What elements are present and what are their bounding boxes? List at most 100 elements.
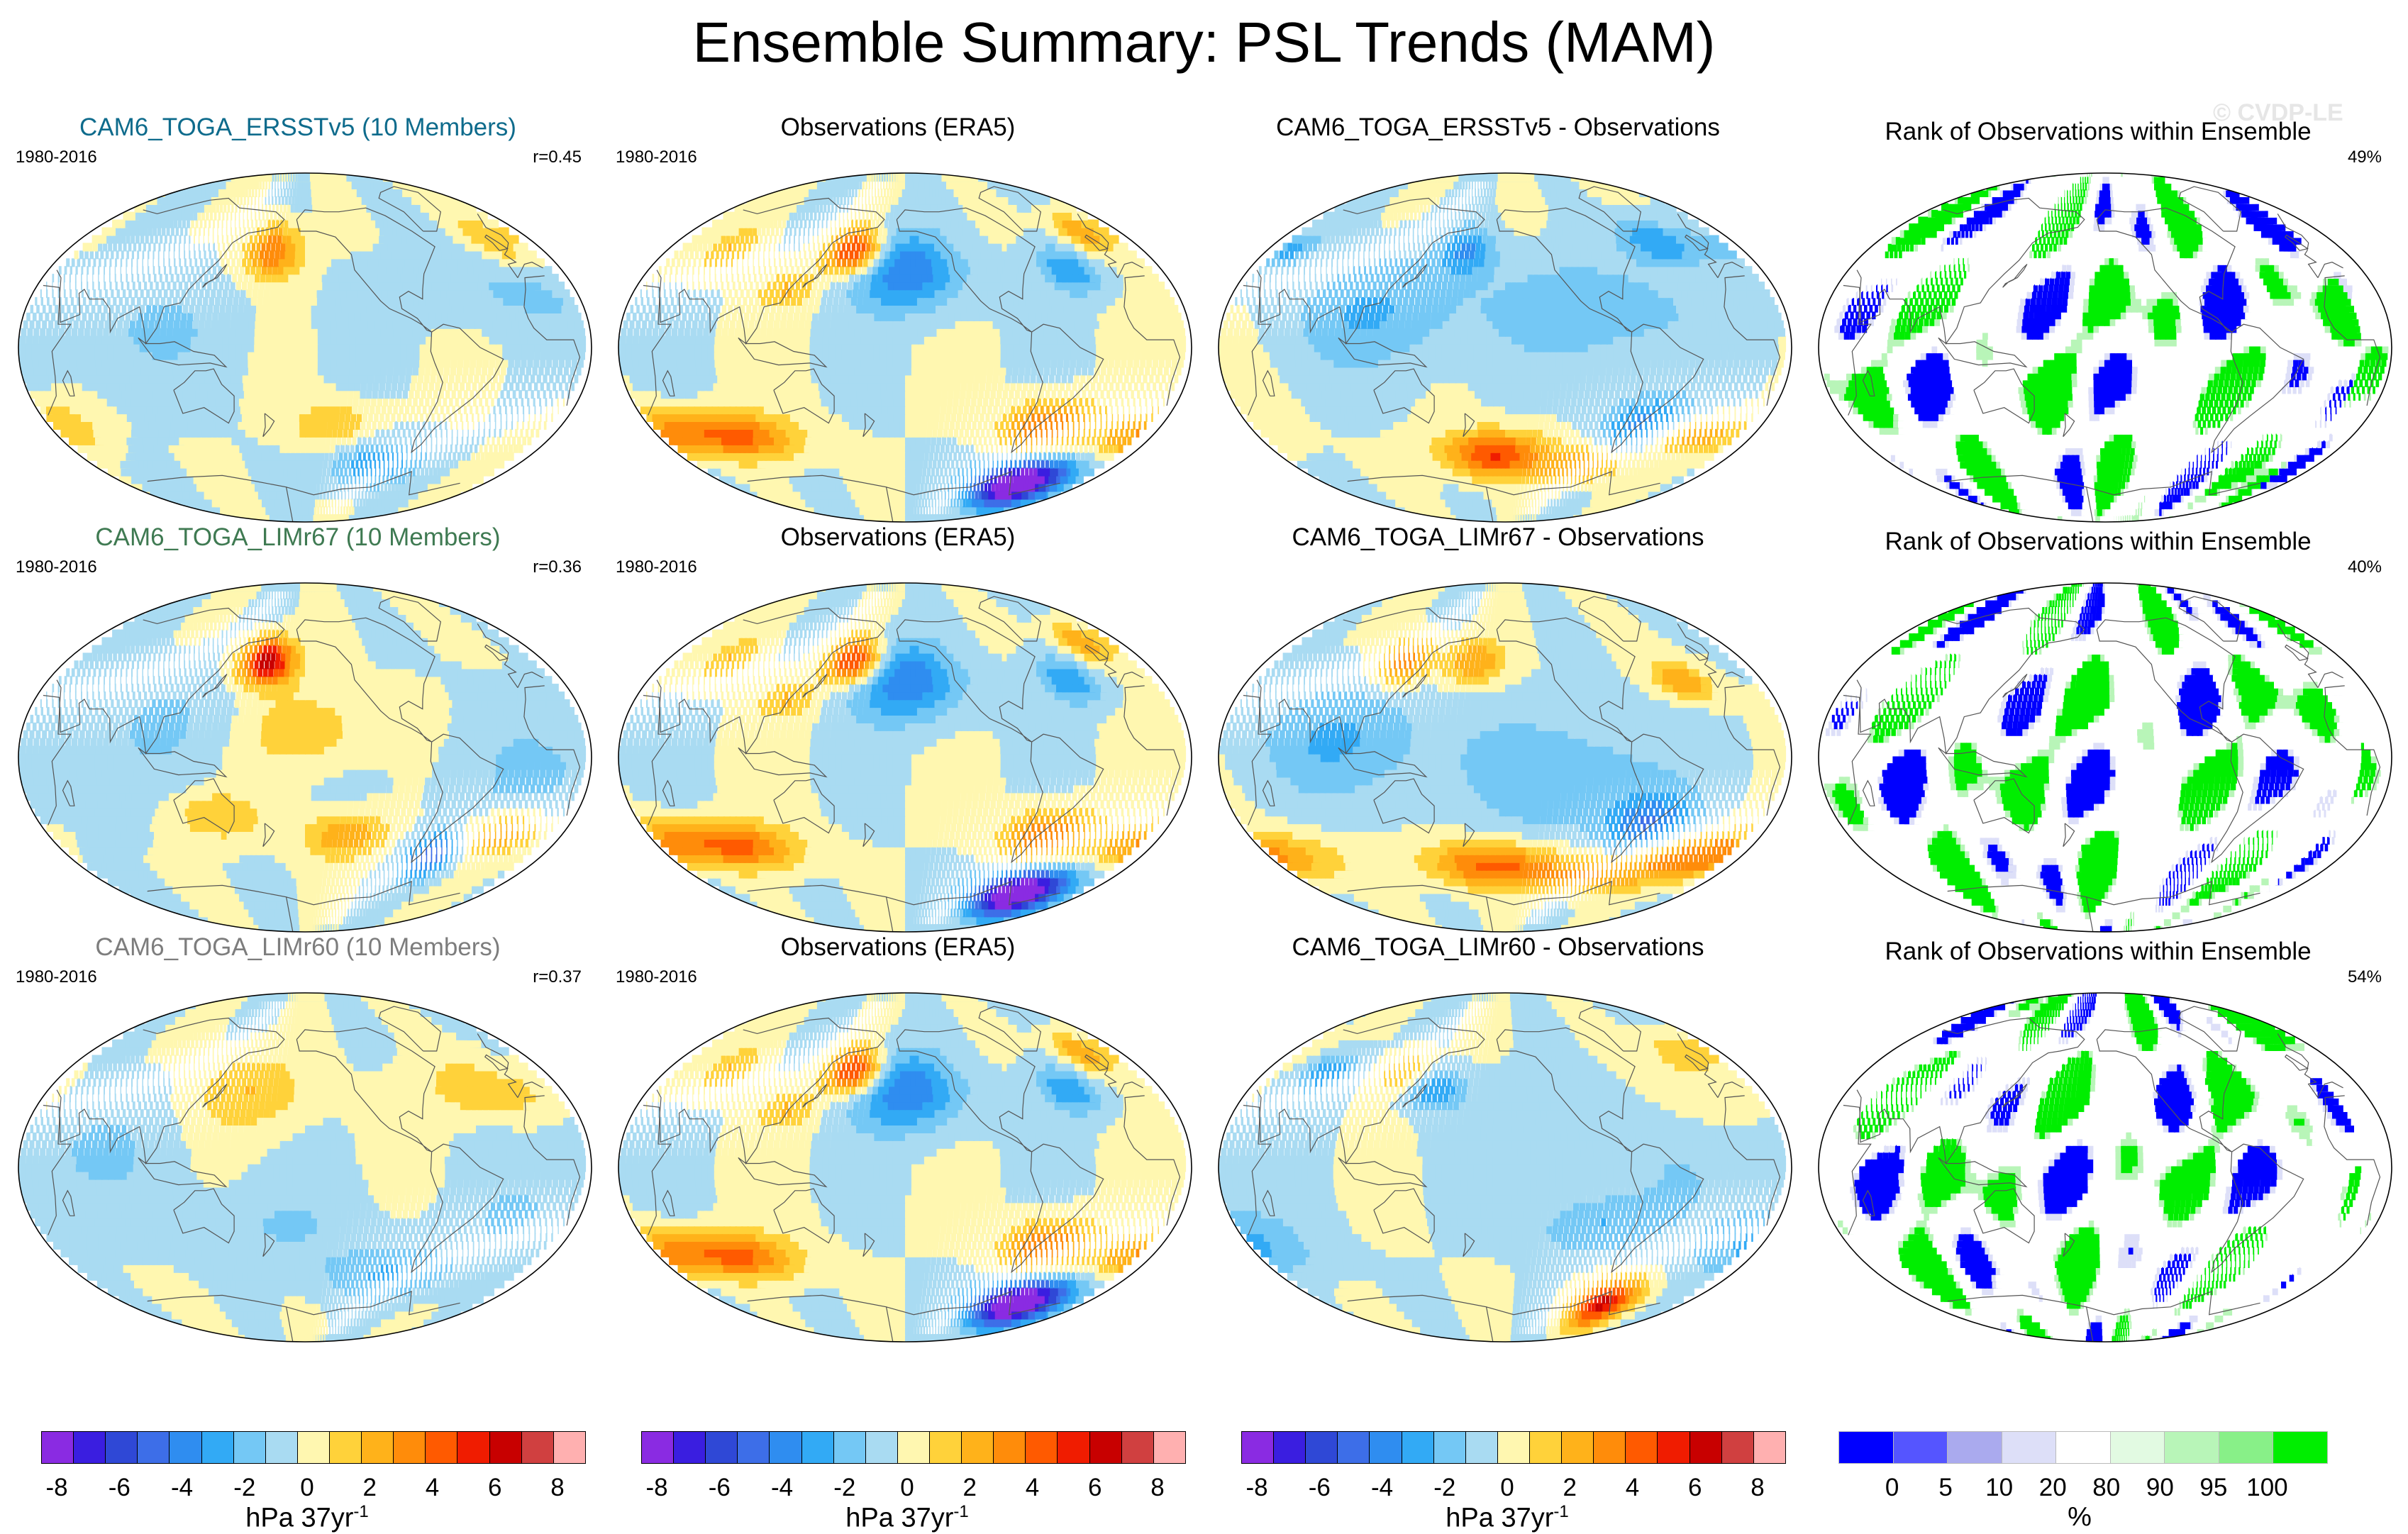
field-cell xyxy=(121,274,122,282)
field-cell xyxy=(77,336,83,345)
field-cell xyxy=(326,506,328,515)
field-cell xyxy=(343,374,349,383)
field-cell xyxy=(196,344,204,352)
field-cell xyxy=(921,483,924,491)
field-cell xyxy=(540,344,548,352)
field-cell xyxy=(299,390,306,399)
field-cell xyxy=(383,398,388,406)
field-cell xyxy=(941,445,945,453)
field-cell xyxy=(317,506,319,515)
field-cell xyxy=(929,452,933,461)
field-cell xyxy=(337,344,344,352)
field-cell xyxy=(545,274,559,282)
field-cell xyxy=(412,367,418,375)
field-cell xyxy=(169,313,174,321)
field-cell xyxy=(919,460,923,469)
field-cell xyxy=(225,313,231,321)
field-cell xyxy=(292,235,296,244)
field-cell xyxy=(265,204,267,213)
field-cell xyxy=(332,499,333,507)
field-cell xyxy=(128,328,135,337)
field-cell xyxy=(559,382,562,391)
field-cell xyxy=(258,204,260,213)
field-cell xyxy=(199,228,201,236)
field-cell xyxy=(457,344,465,352)
field-cell xyxy=(467,437,469,445)
field-cell xyxy=(223,243,225,251)
field-cell xyxy=(806,514,821,523)
field-cell xyxy=(292,367,299,375)
field-cell xyxy=(233,297,238,306)
field-cell xyxy=(373,382,379,391)
field-cell xyxy=(775,506,791,515)
field-cell xyxy=(462,374,467,383)
field-cell xyxy=(285,196,288,205)
field-cell xyxy=(254,352,261,360)
field-cell xyxy=(311,321,318,329)
field-cell xyxy=(270,282,276,290)
field-cell xyxy=(1094,445,1098,453)
field-cell xyxy=(305,352,312,360)
field-cell xyxy=(283,173,284,182)
field-cell xyxy=(283,266,289,274)
field-cell xyxy=(482,390,487,399)
field-cell xyxy=(986,445,988,453)
field-cell xyxy=(184,336,192,345)
field-cell xyxy=(294,204,299,213)
field-cell xyxy=(245,235,248,244)
field-cell xyxy=(137,274,139,282)
field-cell xyxy=(416,452,417,461)
field-cell xyxy=(497,382,501,391)
field-cell xyxy=(499,452,505,461)
field-cell xyxy=(125,297,129,306)
field-cell xyxy=(243,212,244,221)
field-cell xyxy=(456,212,471,221)
field-cell xyxy=(337,352,344,360)
field-cell xyxy=(534,382,538,391)
field-cell xyxy=(294,282,300,290)
field-cell xyxy=(278,266,284,274)
field-cell xyxy=(53,297,56,306)
field-cell xyxy=(111,289,113,298)
field-cell xyxy=(506,413,508,422)
field-cell xyxy=(242,336,249,345)
field-cell xyxy=(355,445,359,453)
field-cell xyxy=(171,305,176,313)
field-cell xyxy=(193,289,198,298)
field-cell xyxy=(470,344,477,352)
field-cell xyxy=(466,382,471,391)
field-cell xyxy=(928,460,933,469)
field-cell xyxy=(39,313,43,321)
field-cell xyxy=(551,413,553,422)
field-cell xyxy=(331,359,338,367)
field-cell xyxy=(344,421,349,430)
field-cell xyxy=(293,220,297,228)
field-cell xyxy=(987,452,989,461)
field-cell xyxy=(495,421,496,430)
field-cell xyxy=(177,181,188,189)
field-cell xyxy=(84,328,90,337)
field-cell xyxy=(93,289,96,298)
field-cell xyxy=(277,282,283,290)
field-cell xyxy=(272,274,277,282)
field-cell xyxy=(370,460,372,469)
field-cell xyxy=(135,328,141,337)
field-cell xyxy=(171,228,174,236)
field-cell xyxy=(418,475,422,484)
field-cell xyxy=(225,282,230,290)
field-cell xyxy=(331,344,338,352)
field-cell xyxy=(905,460,910,469)
field-cell xyxy=(262,266,267,274)
field-cell xyxy=(514,445,518,453)
field-cell xyxy=(88,258,91,267)
field-cell xyxy=(123,321,129,329)
field-cell xyxy=(912,491,916,499)
field-cell xyxy=(965,491,967,499)
field-cell xyxy=(924,483,927,491)
field-cell xyxy=(930,475,933,484)
field-cell xyxy=(1085,452,1090,461)
field-cell xyxy=(93,243,98,251)
field-cell xyxy=(305,452,311,461)
field-cell xyxy=(997,452,999,461)
field-cell xyxy=(517,406,518,414)
